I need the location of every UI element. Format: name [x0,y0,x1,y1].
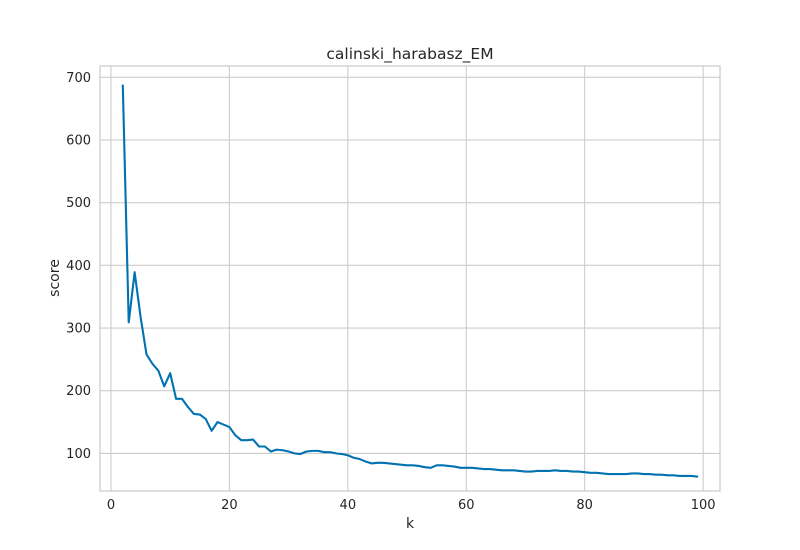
x-tick-labels: 0 20 40 60 80 100 [107,498,716,513]
y-axis-label: score [47,259,63,297]
x-tick-label: 100 [691,498,716,513]
grid-lines [100,66,720,491]
y-tick-label: 100 [66,447,91,462]
y-tick-label: 500 [66,196,91,211]
series-line [121,84,699,478]
x-tick-label: 60 [458,498,475,513]
x-tick-label: 0 [107,498,115,513]
y-tick-label: 300 [66,322,91,337]
y-tick-label: 700 [66,71,91,86]
y-tick-labels: 100 200 300 400 500 600 700 [66,71,91,462]
series-group [121,84,699,478]
y-tick-label: 400 [66,259,91,274]
x-axis-label: k [406,516,415,532]
y-tick-label: 600 [66,133,91,148]
y-tick-label: 200 [66,384,91,399]
x-tick-label: 80 [576,498,593,513]
x-tick-label: 40 [340,498,357,513]
chart-title: calinski_harabasz_EM [326,45,493,64]
x-tick-label: 20 [221,498,238,513]
plot-frame [99,65,721,492]
